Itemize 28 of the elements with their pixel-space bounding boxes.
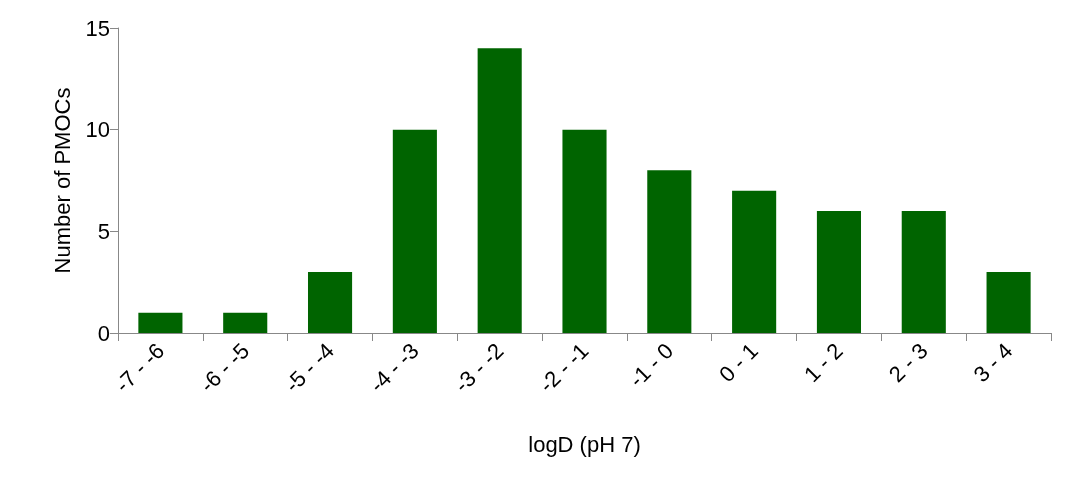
bar [732, 190, 777, 333]
bar [647, 170, 692, 333]
bar [562, 129, 607, 333]
x-axis-title: logD (pH 7) [528, 431, 641, 457]
x-tick-label: -4 - -3 [364, 338, 424, 398]
y-tick-label: 10 [85, 117, 110, 143]
y-tick-label: 0 [97, 320, 110, 346]
y-axis-title: Number of PMOCs [49, 87, 75, 274]
x-tick-label: -7 - -6 [110, 338, 170, 398]
bar [901, 211, 946, 333]
y-tick-label: 15 [85, 15, 110, 41]
x-tick-label: -3 - -2 [449, 338, 509, 398]
x-tick-label: 1 - 2 [799, 338, 848, 387]
x-tick-label: -5 - -4 [279, 338, 339, 398]
x-tick-label: 2 - 3 [883, 338, 933, 387]
y-tick-label: 5 [97, 218, 110, 244]
bar [223, 312, 268, 333]
bar [138, 312, 183, 333]
bar [392, 129, 437, 333]
x-tick-label: -6 - -5 [194, 338, 255, 398]
bar [477, 48, 522, 333]
x-tick-label: 3 - 4 [968, 338, 1018, 387]
bar [307, 272, 353, 333]
x-tick-label: 0 - 1 [714, 338, 763, 387]
bar [816, 211, 862, 333]
bar [986, 272, 1031, 333]
x-tick-label: -2 - -1 [534, 338, 594, 398]
x-tick-label: -1 - 0 [624, 338, 679, 393]
